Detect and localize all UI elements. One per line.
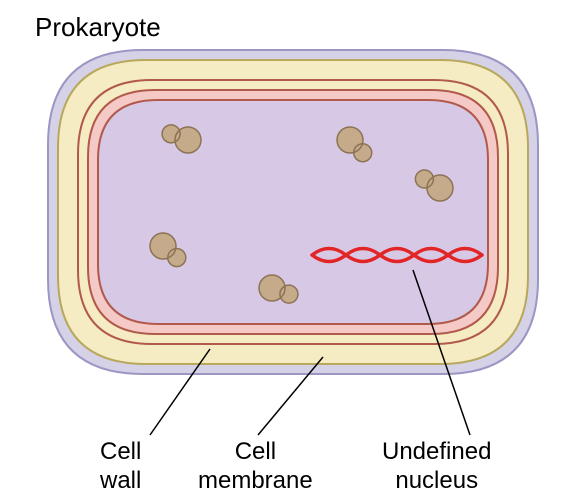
label-cell-wall-line1: Cell bbox=[100, 438, 141, 465]
label-nucleus-line2: nucleus bbox=[395, 467, 478, 494]
label-cell-wall-line2: wall bbox=[100, 467, 141, 494]
label-nucleus: Undefined nucleus bbox=[382, 438, 491, 496]
label-cell-membrane-line2: membrane bbox=[198, 467, 313, 494]
prokaryote-diagram bbox=[0, 0, 586, 500]
label-cell-wall: Cell wall bbox=[100, 438, 141, 496]
label-nucleus-line1: Undefined bbox=[382, 438, 491, 465]
label-cell-membrane: Cell membrane bbox=[198, 438, 313, 496]
label-cell-membrane-line1: Cell bbox=[235, 438, 276, 465]
diagram-title: Prokaryote bbox=[35, 12, 161, 43]
